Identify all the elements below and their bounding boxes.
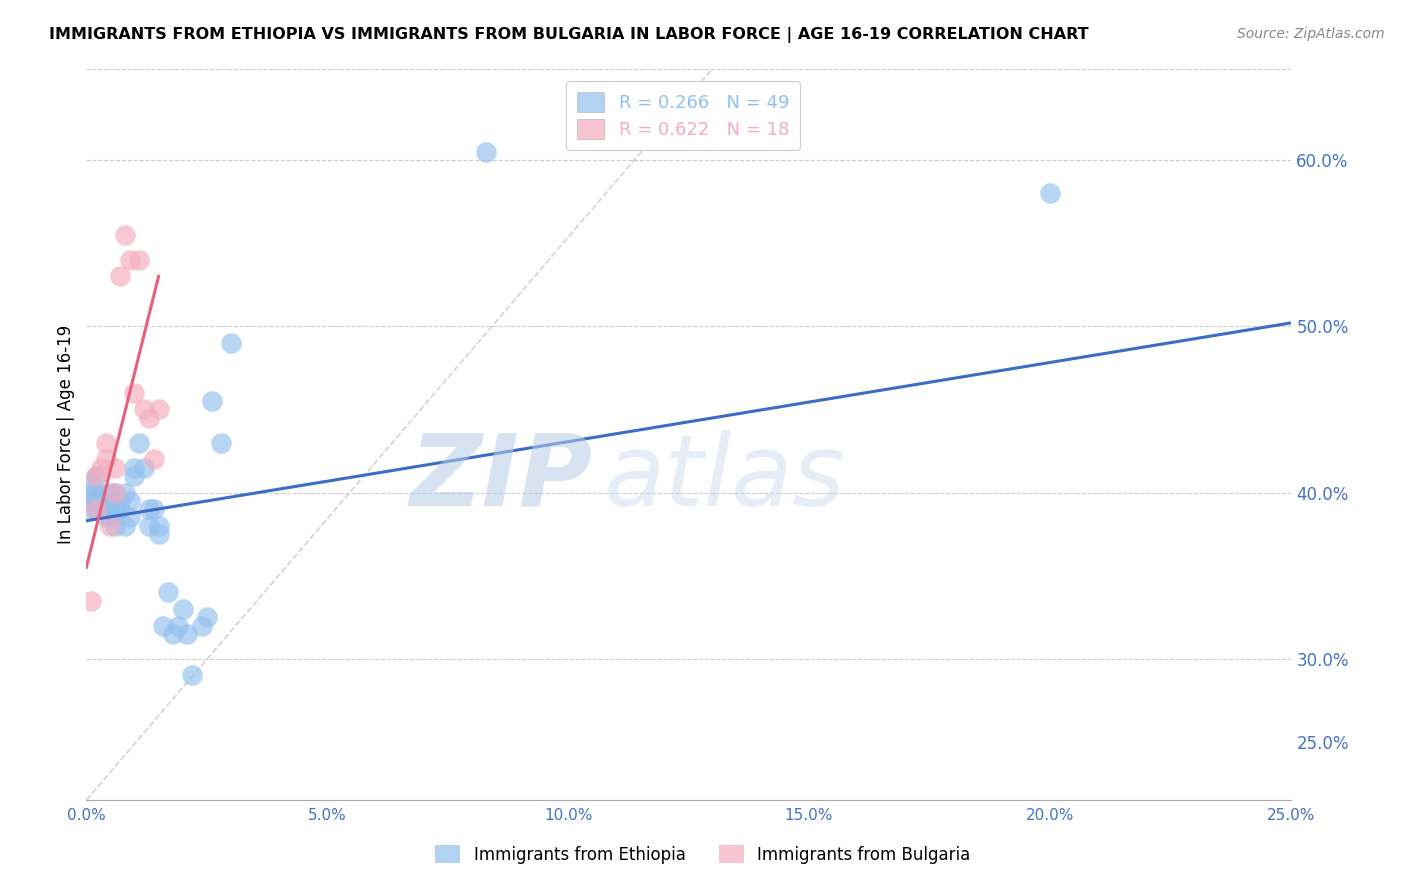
Point [166, 618, 188, 632]
Point [195, 610, 218, 624]
Text: IMMIGRANTS FROM ETHIOPIA VS IMMIGRANTS FROM BULGARIA IN LABOR FORCE | AGE 16-19 : IMMIGRANTS FROM ETHIOPIA VS IMMIGRANTS F… [49, 27, 1088, 43]
Point [124, 469, 146, 483]
Point [128, 435, 150, 450]
Point [94, 510, 117, 524]
Point [94, 435, 117, 450]
Point [104, 502, 127, 516]
Point [104, 518, 127, 533]
Point [94, 493, 117, 508]
Point [100, 510, 122, 524]
Point [138, 410, 160, 425]
Point [100, 485, 122, 500]
Point [118, 252, 141, 267]
Point [80, 477, 103, 491]
Point [138, 518, 160, 533]
Point [118, 510, 141, 524]
Point [90, 485, 112, 500]
Point [176, 627, 198, 641]
Point [132, 402, 155, 417]
Text: Source: ZipAtlas.com: Source: ZipAtlas.com [1237, 27, 1385, 41]
Point [94, 452, 117, 467]
Point [100, 518, 122, 533]
Point [138, 502, 160, 516]
Point [162, 627, 184, 641]
Point [219, 335, 242, 350]
Point [84, 469, 107, 483]
Point [84, 502, 107, 516]
Point [90, 493, 112, 508]
Point [191, 618, 214, 632]
Point [132, 460, 155, 475]
Point [84, 502, 107, 516]
Point [148, 402, 170, 417]
Point [124, 460, 146, 475]
Point [114, 518, 136, 533]
Point [142, 452, 165, 467]
Point [80, 493, 103, 508]
Legend: R = 0.266   N = 49, R = 0.622   N = 18: R = 0.266 N = 49, R = 0.622 N = 18 [567, 81, 800, 150]
Point [84, 469, 107, 483]
Point [104, 460, 127, 475]
Point [108, 493, 131, 508]
Point [84, 493, 107, 508]
Point [148, 527, 170, 541]
Point [200, 394, 222, 409]
Point [148, 518, 170, 533]
Point [104, 485, 127, 500]
Point [80, 502, 103, 516]
Y-axis label: In Labor Force | Age 16-19: In Labor Force | Age 16-19 [58, 325, 75, 544]
Point [114, 227, 136, 242]
Point [90, 502, 112, 516]
Point [142, 502, 165, 516]
Point [118, 493, 141, 508]
Point [80, 593, 103, 607]
Point [100, 502, 122, 516]
Point [114, 485, 136, 500]
Point [104, 485, 127, 500]
Point [152, 618, 174, 632]
Point [94, 502, 117, 516]
Legend: Immigrants from Ethiopia, Immigrants from Bulgaria: Immigrants from Ethiopia, Immigrants fro… [429, 838, 977, 871]
Point [124, 385, 146, 400]
Point [181, 668, 204, 682]
Point [475, 145, 498, 159]
Point [172, 602, 194, 616]
Point [157, 585, 180, 599]
Point [128, 252, 150, 267]
Point [90, 460, 112, 475]
Point [108, 269, 131, 284]
Point [209, 435, 232, 450]
Text: ZIP: ZIP [409, 430, 592, 527]
Point [108, 502, 131, 516]
Text: atlas: atlas [605, 430, 846, 527]
Point [1039, 186, 1062, 201]
Point [84, 485, 107, 500]
Point [80, 485, 103, 500]
